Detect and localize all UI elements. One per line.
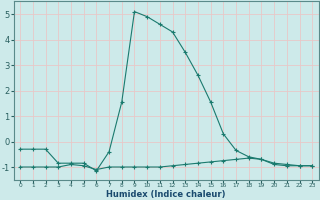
X-axis label: Humidex (Indice chaleur): Humidex (Indice chaleur) — [107, 190, 226, 199]
